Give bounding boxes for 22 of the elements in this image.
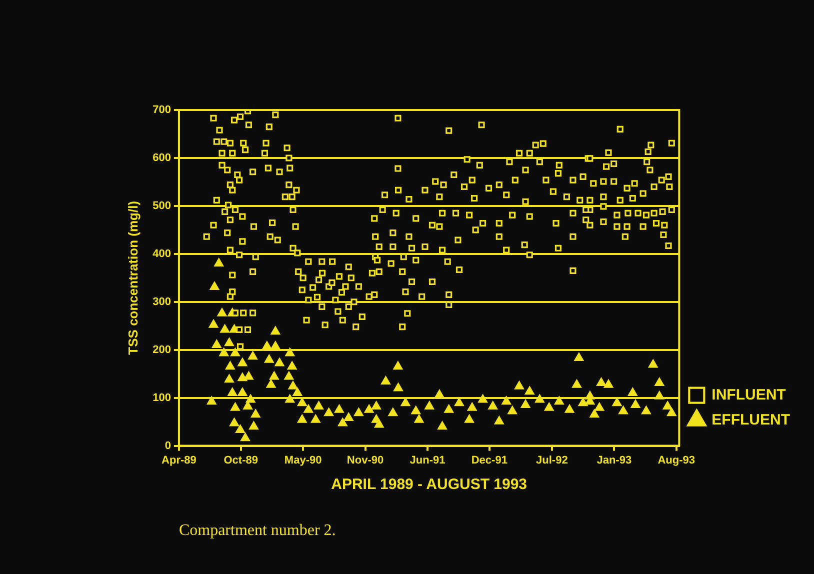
x-tick-label: Jun-91 bbox=[410, 454, 446, 466]
y-tick-label: 100 bbox=[152, 392, 171, 404]
x-tick-label: Oct-89 bbox=[224, 454, 258, 466]
text: Compartment number 2. bbox=[178, 522, 336, 539]
x-tick-label: Dec-91 bbox=[471, 454, 508, 466]
y-tick-label: 700 bbox=[152, 104, 171, 116]
x-tick-label: Jan-93 bbox=[596, 454, 632, 466]
y-tick-label: 0 bbox=[164, 440, 171, 452]
x-tick-label: Jul-92 bbox=[536, 454, 568, 466]
y-tick-label: 500 bbox=[152, 200, 171, 212]
y-tick-label: 200 bbox=[152, 344, 171, 356]
x-tick-label: May-90 bbox=[284, 454, 322, 466]
y-tick-label: 600 bbox=[152, 152, 171, 164]
legend-label: EFFLUENT bbox=[712, 411, 790, 428]
y-tick-label: 400 bbox=[152, 248, 171, 260]
y-axis-title: TSS concentration (mg/l) bbox=[125, 200, 140, 355]
x-tick-label: Aug-93 bbox=[658, 454, 695, 466]
x-tick-label: Apr-89 bbox=[162, 454, 196, 466]
legend-label: INFLUENT bbox=[712, 386, 786, 404]
x-axis-title: APRIL 1989 - AUGUST 1993 bbox=[331, 476, 528, 494]
y-tick-label: 300 bbox=[152, 296, 171, 308]
x-tick-label: Nov-90 bbox=[346, 454, 384, 466]
